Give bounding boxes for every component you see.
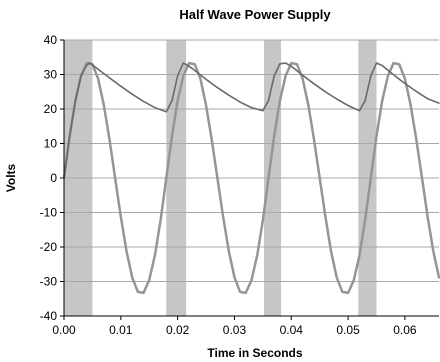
x-tick-label: 0.01 <box>109 323 133 337</box>
axes <box>63 40 439 317</box>
y-tick-label: -40 <box>40 309 58 323</box>
series-output-line <box>63 61 440 179</box>
chart-title: Half Wave Power Supply <box>179 7 331 22</box>
x-tick-label: 0.00 <box>52 323 76 337</box>
y-tick-label: -20 <box>40 240 58 254</box>
y-tick-label: -30 <box>40 275 58 289</box>
y-tick-label: 20 <box>44 102 58 116</box>
series-lines <box>62 61 440 295</box>
gridlines <box>60 39 439 320</box>
y-tick-label: 40 <box>44 33 58 47</box>
x-tick-label: 0.06 <box>393 323 417 337</box>
x-axis-label: Time in Seconds <box>207 346 302 360</box>
y-tick-label: 0 <box>50 171 57 185</box>
y-tick-label: -10 <box>40 206 58 220</box>
x-tick-label: 0.03 <box>223 323 247 337</box>
x-tick-label: 0.04 <box>280 323 304 337</box>
x-tick-labels: 0.00 0.01 0.02 0.03 0.04 0.05 0.06 <box>52 323 417 337</box>
y-axis-label: Volts <box>4 163 18 192</box>
series-sine-line <box>62 61 440 295</box>
y-tick-labels: 40 30 20 10 0 -10 -20 -30 -40 <box>40 33 58 323</box>
y-tick-label: 30 <box>44 68 58 82</box>
y-tick-label: 10 <box>44 137 58 151</box>
x-tick-label: 0.02 <box>166 323 190 337</box>
x-tick-label: 0.05 <box>336 323 360 337</box>
